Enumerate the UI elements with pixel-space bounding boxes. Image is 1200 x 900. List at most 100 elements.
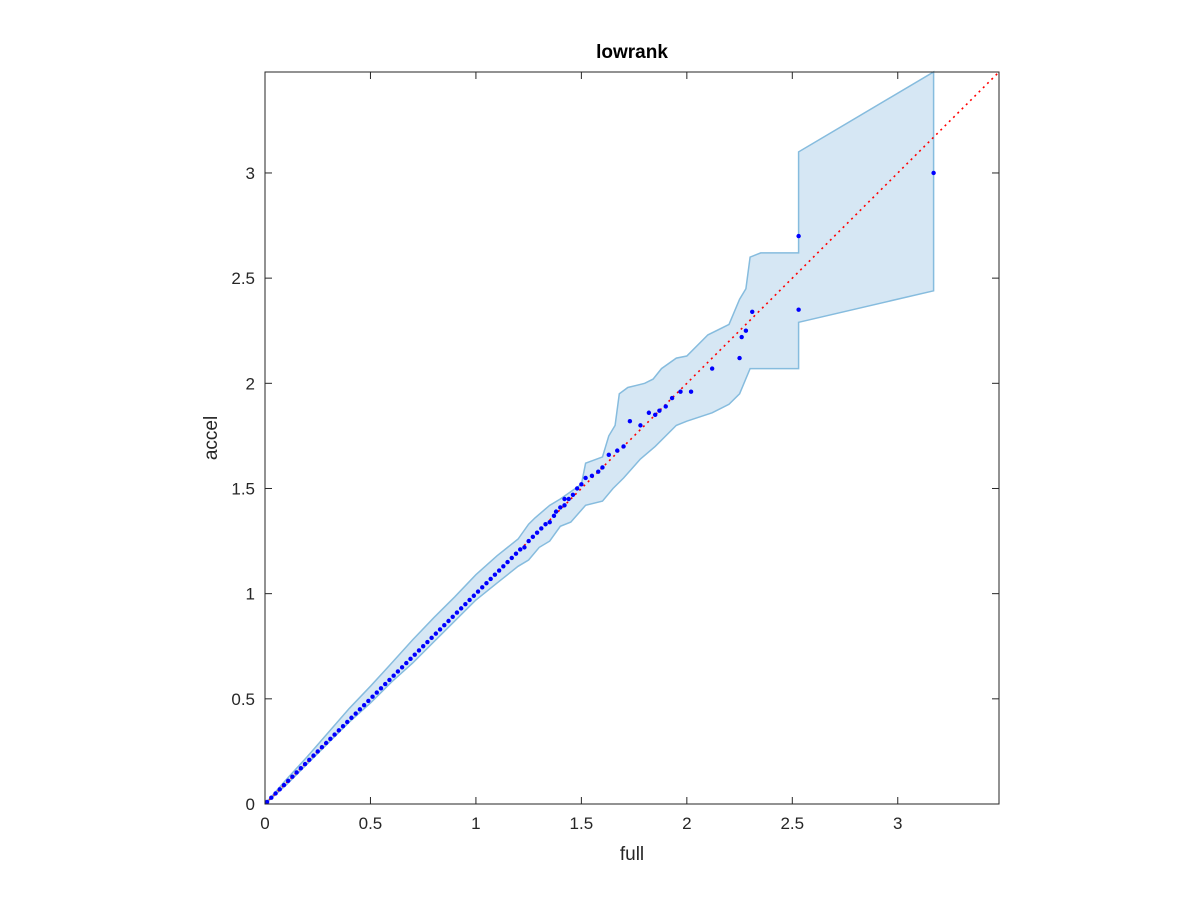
- y-tick-label: 3: [246, 164, 255, 183]
- data-point: [931, 170, 936, 176]
- data-point: [615, 448, 620, 453]
- data-point: [627, 418, 633, 424]
- data-point: [302, 761, 308, 767]
- data-point: [467, 597, 472, 603]
- data-point: [589, 473, 595, 479]
- data-point: [669, 395, 675, 401]
- data-point: [336, 728, 342, 733]
- data-point: [319, 745, 325, 750]
- data-point: [366, 698, 371, 704]
- y-tick-label: 2: [246, 374, 255, 393]
- data-point: [437, 627, 443, 632]
- data-point: [562, 496, 567, 502]
- data-point: [558, 505, 563, 510]
- data-point: [370, 694, 375, 699]
- x-tick-label: 0: [260, 814, 269, 833]
- data-point: [570, 492, 576, 497]
- data-point: [277, 787, 282, 792]
- data-point: [273, 791, 278, 796]
- data-point: [522, 545, 527, 550]
- data-point: [551, 513, 557, 519]
- data-point: [638, 423, 643, 428]
- data-point: [281, 782, 287, 788]
- data-point: [484, 580, 489, 586]
- data-point: [340, 723, 346, 729]
- data-point: [501, 564, 506, 569]
- data-point: [298, 766, 304, 771]
- data-point: [750, 309, 755, 314]
- chart-title: lowrank: [596, 42, 668, 63]
- x-axis: 0 0.5 1 1.5 2 2.5 3: [260, 72, 902, 833]
- data-point: [579, 482, 584, 487]
- data-point: [488, 576, 493, 582]
- y-tick-label: 2.5: [231, 269, 255, 288]
- confidence-band: [264, 70, 935, 805]
- data-point: [378, 686, 384, 691]
- data-point: [349, 715, 354, 720]
- data-point: [583, 475, 588, 481]
- data-point: [505, 559, 510, 565]
- data-point: [518, 547, 523, 552]
- data-point: [663, 404, 668, 409]
- data-point: [526, 538, 531, 544]
- data-point: [513, 551, 519, 556]
- data-point: [653, 412, 658, 418]
- data-point: [416, 648, 422, 653]
- data-point: [709, 366, 715, 371]
- data-point: [566, 496, 571, 502]
- x-tick-label: 2: [682, 814, 691, 833]
- data-point: [646, 410, 652, 415]
- x-tick-label: 2.5: [780, 814, 804, 833]
- y-tick-label: 1.5: [231, 479, 255, 498]
- data-point: [307, 757, 312, 763]
- data-point: [353, 711, 358, 716]
- data-point: [606, 452, 611, 458]
- data-point: [408, 656, 413, 662]
- data-point: [562, 503, 567, 508]
- data-point: [311, 753, 316, 758]
- data-point: [621, 444, 626, 449]
- data-point: [539, 526, 544, 531]
- data-point: [399, 665, 405, 670]
- data-point: [547, 519, 552, 525]
- data-point: [395, 669, 401, 674]
- data-point: [290, 774, 295, 779]
- data-point: [429, 635, 434, 641]
- x-axis-title: full: [620, 844, 644, 865]
- data-point: [357, 707, 363, 712]
- data-point: [492, 572, 498, 577]
- data-points: [264, 170, 936, 805]
- data-point: [391, 673, 396, 678]
- data-point: [454, 610, 460, 615]
- data-point: [688, 389, 694, 394]
- data-point: [446, 618, 451, 624]
- data-point: [463, 601, 468, 607]
- data-point: [480, 585, 485, 590]
- data-point: [553, 509, 559, 514]
- data-point: [509, 555, 514, 561]
- data-point: [496, 568, 502, 573]
- data-point: [475, 589, 481, 594]
- axes-box: [264, 71, 1000, 805]
- data-point: [534, 530, 540, 535]
- data-point: [657, 408, 662, 413]
- data-point: [796, 307, 801, 312]
- data-point: [286, 778, 291, 784]
- data-point: [450, 614, 455, 619]
- data-point: [596, 469, 601, 474]
- x-tick-label: 1: [471, 814, 480, 833]
- plot-area: [264, 70, 1000, 805]
- y-axis: 0 0.5 1 1.5 2 2.5 3: [231, 164, 999, 814]
- data-point: [471, 593, 477, 598]
- x-tick-label: 0.5: [359, 814, 383, 833]
- data-point: [374, 690, 379, 695]
- data-point: [739, 334, 744, 340]
- data-point: [361, 702, 367, 708]
- data-point: [574, 486, 580, 491]
- y-tick-label: 0: [246, 795, 255, 814]
- data-point: [743, 328, 749, 333]
- data-point: [269, 795, 274, 800]
